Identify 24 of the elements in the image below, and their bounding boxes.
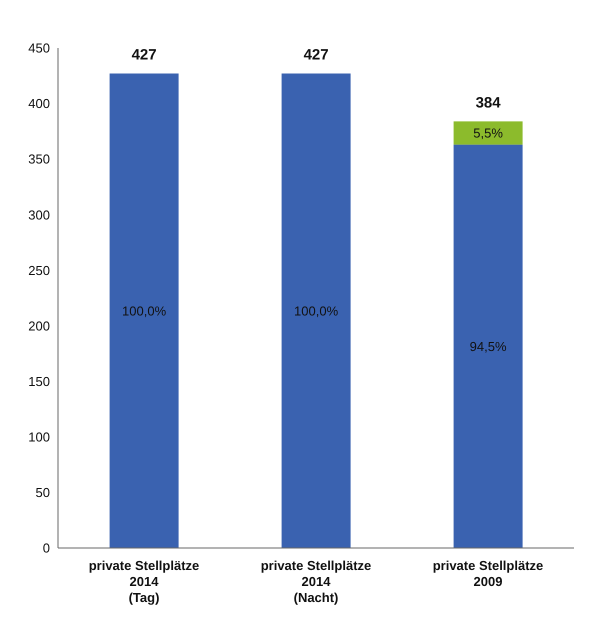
total-label: 427 <box>132 46 157 64</box>
y-tick-label: 200 <box>28 318 50 334</box>
y-tick-label: 450 <box>28 40 50 56</box>
annotation: 94,5% <box>470 338 507 354</box>
annotation: 100,0% <box>294 303 339 318</box>
y-tick-label: 100 <box>28 430 50 445</box>
y-tick-label: 250 <box>28 262 50 278</box>
x-tick-label: private Stellplätze 2009 <box>432 558 544 589</box>
annotation: 5,5% <box>473 126 504 140</box>
y-tick-label: 150 <box>28 374 50 389</box>
bar <box>282 74 351 548</box>
y-tick-label: 300 <box>28 207 50 222</box>
annotation: 100,0% <box>122 303 167 318</box>
bar <box>454 144 523 548</box>
y-tick-label: 50 <box>36 485 50 500</box>
bar <box>110 74 179 548</box>
y-tick-label: 350 <box>28 152 50 167</box>
y-tick-label: 0 <box>42 540 50 556</box>
total-label: 427 <box>304 46 329 64</box>
bar <box>454 121 523 145</box>
total-label: 384 <box>476 94 502 112</box>
x-tick-label: private Stellplätze 2014 (Tag) <box>88 558 200 605</box>
y-tick-label: 400 <box>28 96 50 112</box>
x-tick-label: private Stellplätze 2014 (Nacht) <box>260 558 372 605</box>
